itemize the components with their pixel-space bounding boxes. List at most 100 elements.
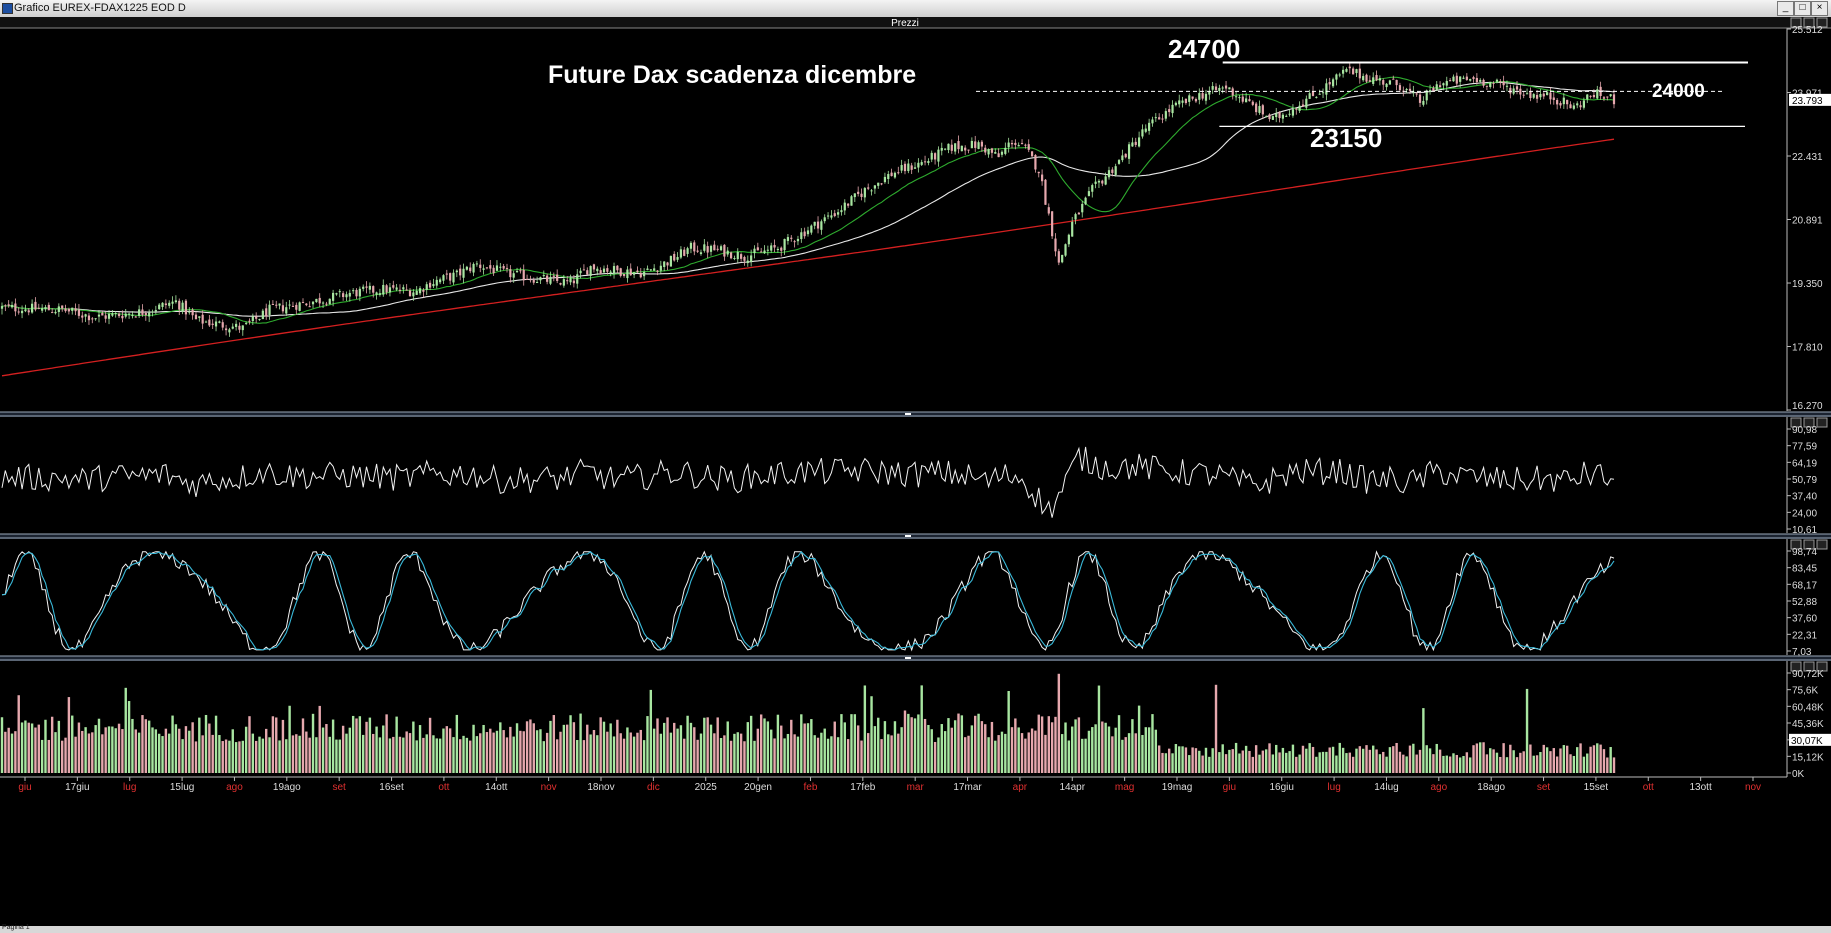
panel-button-icon bbox=[1803, 661, 1815, 672]
candle-body bbox=[1405, 89, 1408, 91]
candle-body bbox=[1261, 105, 1264, 115]
candle-body bbox=[305, 303, 308, 306]
volume-bar bbox=[763, 718, 766, 773]
candle-body bbox=[1047, 207, 1050, 214]
candle-body bbox=[729, 252, 733, 259]
candle-body bbox=[228, 329, 231, 333]
volume-bar bbox=[298, 735, 301, 773]
candle-body bbox=[238, 325, 241, 330]
candle-body bbox=[897, 172, 900, 174]
volume-bar bbox=[749, 715, 753, 773]
volume-bar bbox=[1348, 752, 1351, 773]
price-tick-label: 22.431 bbox=[1792, 152, 1823, 163]
volume-bar bbox=[1131, 719, 1134, 773]
candle-body bbox=[716, 248, 719, 250]
panel-splitter bbox=[0, 412, 1831, 417]
candle-body bbox=[479, 264, 482, 268]
volume-bar bbox=[676, 728, 679, 773]
candle-body bbox=[308, 306, 311, 308]
candle-body bbox=[1549, 92, 1552, 100]
volume-bar bbox=[174, 724, 178, 773]
candle-body bbox=[248, 320, 251, 322]
volume-tick-label: 60,48K bbox=[1792, 702, 1824, 713]
chart-canvas[interactable]: Prezzi 24700 24000 23150 Future Dax scadenza… bbox=[0, 17, 1831, 926]
candle-body bbox=[653, 268, 656, 271]
candle-body bbox=[67, 308, 70, 312]
volume-bar bbox=[311, 713, 315, 773]
panel-button-icon bbox=[1803, 17, 1815, 28]
chart-title: Future Dax scadenza dicembre bbox=[548, 61, 916, 89]
volume-bar bbox=[1261, 750, 1265, 773]
candle-body bbox=[74, 308, 77, 312]
volume-bar bbox=[937, 737, 940, 773]
volume-bar bbox=[1057, 673, 1061, 773]
volume-bar bbox=[903, 710, 907, 773]
volume-bar bbox=[295, 734, 298, 773]
candle-body bbox=[331, 292, 335, 301]
volume-bar bbox=[1268, 743, 1271, 773]
volume-bar bbox=[375, 726, 378, 773]
volume-bar bbox=[382, 725, 385, 773]
candle-body bbox=[10, 304, 14, 308]
candle-body bbox=[1204, 93, 1208, 101]
volume-bar bbox=[462, 735, 465, 773]
volume-bar bbox=[512, 736, 515, 773]
candle-body bbox=[265, 308, 268, 317]
candle-body bbox=[449, 273, 452, 281]
volume-bar bbox=[1311, 746, 1315, 773]
candle-body bbox=[151, 311, 154, 313]
maximize-icon[interactable]: □ bbox=[1794, 1, 1811, 16]
time-tick-label: 16giu bbox=[1269, 782, 1293, 793]
volume-bar bbox=[786, 733, 790, 773]
candle-body bbox=[1566, 99, 1569, 105]
candle-body bbox=[994, 152, 997, 154]
candle-body bbox=[37, 307, 40, 309]
volume-bar bbox=[1244, 745, 1248, 773]
candle-body bbox=[4, 305, 7, 307]
candle-body bbox=[1532, 94, 1535, 98]
volume-bar bbox=[953, 720, 957, 773]
volume-bar bbox=[198, 717, 201, 773]
volume-bar bbox=[285, 739, 288, 773]
candle-body bbox=[1258, 106, 1261, 113]
candle-body bbox=[532, 279, 535, 283]
candle-body bbox=[1301, 104, 1305, 107]
volume-bar bbox=[1010, 727, 1014, 773]
candle-body bbox=[1382, 80, 1385, 85]
candle-body bbox=[442, 275, 445, 281]
volume-bar bbox=[395, 716, 398, 773]
volume-bar bbox=[1345, 753, 1348, 773]
volume-bar bbox=[887, 734, 890, 773]
candle-body bbox=[1435, 84, 1438, 91]
candle-body bbox=[342, 293, 345, 298]
volume-bar bbox=[1147, 727, 1151, 773]
volume-bar bbox=[759, 714, 763, 773]
panel-splitter bbox=[0, 534, 1831, 539]
volume-bar bbox=[214, 715, 218, 773]
volume-bar bbox=[1181, 746, 1184, 773]
candle-body bbox=[355, 289, 358, 297]
candle-body bbox=[495, 265, 499, 271]
volume-bar bbox=[1492, 749, 1495, 773]
candle-body bbox=[1188, 95, 1191, 102]
minimize-icon[interactable]: _ bbox=[1777, 1, 1794, 16]
volume-tick-label: 0K bbox=[1792, 769, 1805, 780]
volume-bar bbox=[579, 713, 582, 773]
volume-bar bbox=[525, 721, 529, 773]
volume-bar bbox=[121, 729, 124, 773]
candle-body bbox=[445, 273, 448, 275]
volume-bar bbox=[1174, 744, 1178, 773]
volume-bar bbox=[345, 733, 348, 773]
volume-bar bbox=[990, 721, 994, 773]
volume-bar bbox=[1395, 742, 1398, 773]
volume-bar bbox=[1291, 744, 1295, 773]
volume-bar bbox=[606, 731, 609, 773]
page-tab[interactable]: Pagina 1 bbox=[2, 924, 30, 931]
close-icon[interactable]: × bbox=[1811, 1, 1828, 16]
candle-body bbox=[1375, 75, 1378, 81]
candle-body bbox=[1519, 88, 1522, 95]
candle-body bbox=[1067, 234, 1070, 245]
volume-bar bbox=[1271, 754, 1275, 773]
volume-bar bbox=[1301, 745, 1305, 773]
volume-bar bbox=[572, 722, 576, 773]
